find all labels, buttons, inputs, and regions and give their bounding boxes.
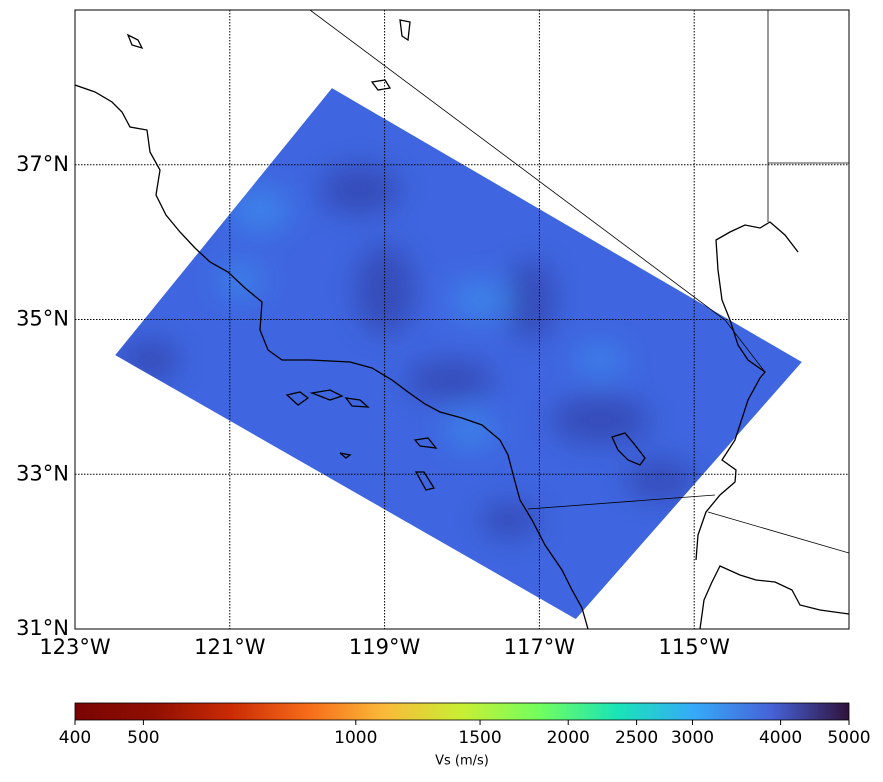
- texture-blob: [550, 395, 650, 445]
- island: [344, 397, 370, 408]
- island: [611, 432, 646, 466]
- texture-blob: [120, 340, 180, 380]
- x-tick-label: 115°W: [659, 635, 731, 659]
- y-tick-label: 33°N: [16, 461, 69, 485]
- island: [399, 19, 411, 42]
- coastline: [75, 19, 849, 629]
- colorbar-tick-label: 2500: [615, 728, 658, 748]
- colorbar-tick-label: 400: [59, 728, 91, 748]
- texture-blob: [625, 460, 695, 500]
- island: [413, 437, 438, 449]
- texture: [120, 165, 695, 538]
- y-tick-label: 37°N: [16, 152, 69, 176]
- texture-blob: [505, 260, 555, 340]
- island: [126, 33, 144, 50]
- island: [309, 389, 344, 401]
- colorbar-tick-label: 500: [127, 728, 159, 748]
- colorbar-tick-label: 5000: [827, 728, 870, 748]
- texture-blob: [445, 412, 495, 448]
- island: [370, 79, 392, 91]
- texture-blob: [480, 502, 540, 538]
- island: [414, 471, 436, 491]
- colorbar-tick-label: 1500: [458, 728, 501, 748]
- country-border: [527, 494, 716, 510]
- country-border: [707, 511, 849, 554]
- x-tick-label: 119°W: [349, 635, 421, 659]
- texture-blob: [320, 165, 400, 215]
- state-border: [309, 10, 766, 373]
- axes: 123°W 121°W 119°W 117°W 115°W 31°N 33°N 35°N 37°…: [16, 152, 730, 659]
- colorbar-tick-label: 2000: [547, 728, 590, 748]
- coast: [75, 84, 589, 629]
- texture-blob: [230, 188, 290, 232]
- coast: [695, 221, 799, 561]
- island: [339, 452, 352, 459]
- y-tick-label: 31°N: [16, 616, 69, 640]
- texture-blob: [450, 280, 510, 320]
- colorbar-tick-label: 4000: [759, 728, 802, 748]
- texture-blob: [405, 360, 495, 400]
- grid: [75, 10, 849, 629]
- borders: [309, 10, 849, 554]
- texture-blob: [218, 262, 262, 298]
- colorbar-label: Vs (m/s): [435, 754, 489, 769]
- model-region-group: [115, 88, 802, 619]
- map-area: [75, 10, 849, 629]
- x-tick-label: 123°W: [39, 635, 111, 659]
- colorbar-tick-label: 3000: [671, 728, 714, 748]
- texture-blob: [575, 345, 625, 375]
- model-region: [115, 88, 802, 619]
- colorbar-bar: [74, 702, 850, 721]
- y-tick-label: 35°N: [16, 307, 69, 331]
- map-frame: [74, 9, 850, 630]
- x-tick-label: 117°W: [504, 635, 576, 659]
- island: [285, 391, 310, 406]
- colorbar: Vs (m/s) 400 500 1000 1500 2000 2500 3000 4000 5…: [59, 702, 871, 769]
- coast: [699, 565, 849, 629]
- colorbar-tick-label: 1000: [334, 728, 377, 748]
- x-tick-label: 121°W: [194, 635, 266, 659]
